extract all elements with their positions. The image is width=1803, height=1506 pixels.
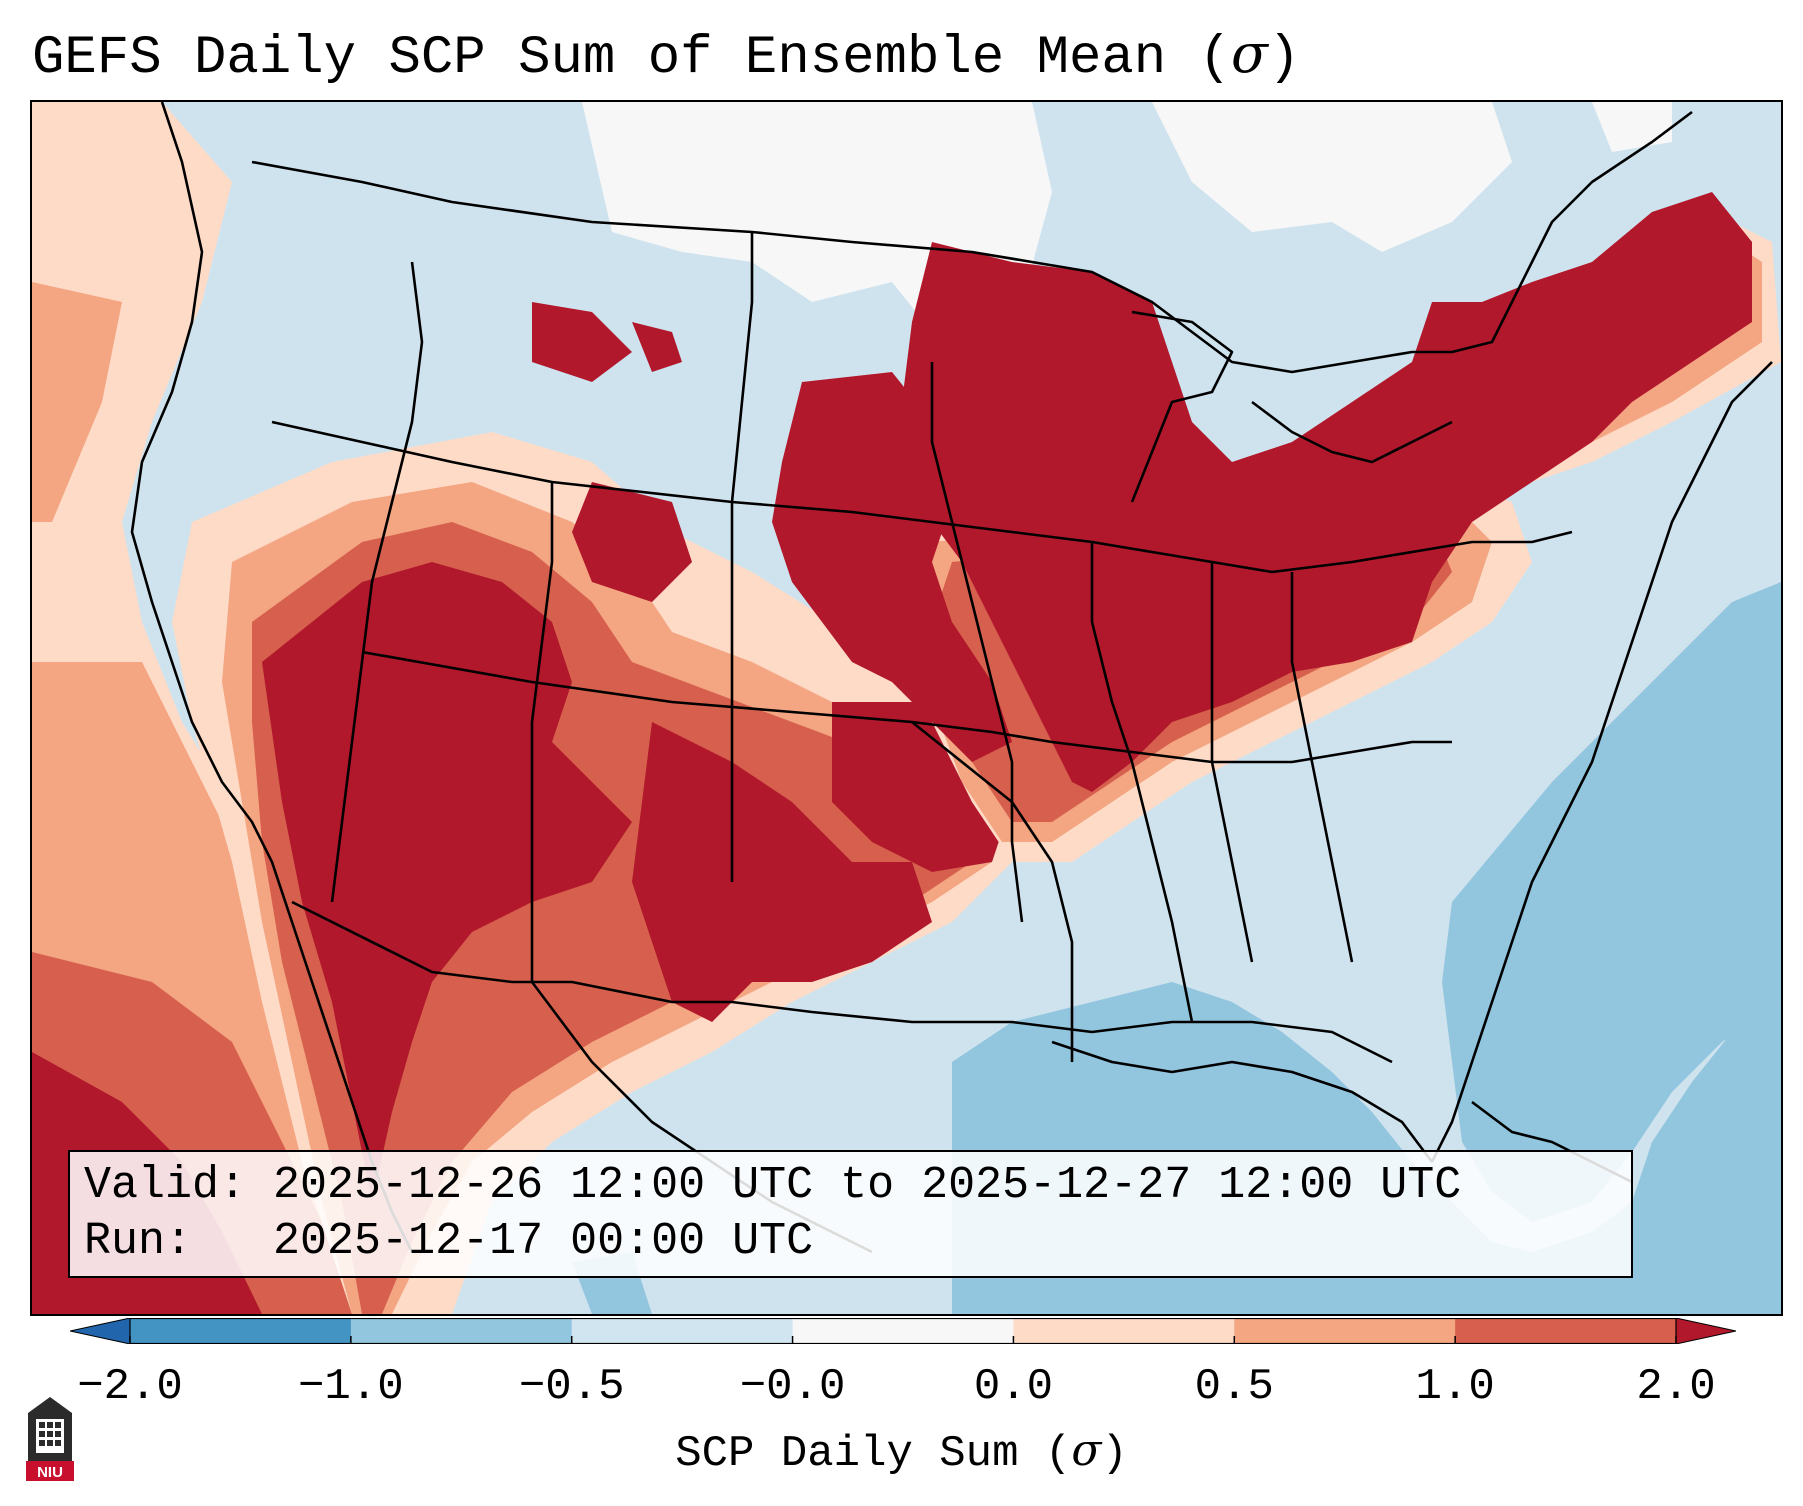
colorbar-tick-label: −0.0 xyxy=(739,1362,846,1412)
colorbar-bin xyxy=(1013,1318,1235,1344)
west-state-line-2 xyxy=(530,482,554,982)
plains-line-1 xyxy=(730,232,754,882)
plains-line-2 xyxy=(930,362,1024,923)
ms-river xyxy=(1090,542,1194,1023)
map-panel xyxy=(30,100,1783,1316)
niu-logo: NIU xyxy=(26,1397,74,1481)
texas-east xyxy=(911,720,1074,1062)
southern-tier xyxy=(291,900,1393,1064)
canada-border-west xyxy=(251,160,1033,264)
colorbar-tick-label: 0.0 xyxy=(973,1362,1054,1412)
valid-run-info-box: Valid: 2025-12-26 12:00 UTC to 2025-12-2… xyxy=(68,1150,1633,1278)
east-field xyxy=(772,192,1781,862)
northern-tier xyxy=(271,420,1273,574)
colorbar-tick-label: −2.0 xyxy=(77,1362,183,1412)
atlantic-coast xyxy=(1430,361,1773,1163)
colorbar-label: SCP Daily Sum (σ) xyxy=(675,1425,1128,1479)
west-state-line-1 xyxy=(330,261,424,903)
colorbar-bin xyxy=(1234,1318,1456,1344)
valid-line: Valid: 2025-12-26 12:00 UTC to 2025-12-2… xyxy=(84,1160,1462,1211)
colorbar-bin xyxy=(130,1318,352,1344)
svg-text:NIU: NIU xyxy=(37,1464,63,1481)
great-lakes-2 xyxy=(1251,400,1453,464)
chart-title: GEFS Daily SCP Sum of Ensemble Mean (σ) xyxy=(32,22,1301,89)
colorbar-tick-label: −0.5 xyxy=(518,1362,625,1412)
colorbar-over-arrow xyxy=(1675,1318,1736,1344)
pacific-coast xyxy=(130,102,414,1253)
scp-map xyxy=(32,102,1781,1314)
borders xyxy=(130,102,1773,1254)
mid-atlantic-line xyxy=(1271,530,1573,574)
colorbar-tick-label: 2.0 xyxy=(1636,1362,1716,1412)
colorbar-bin xyxy=(1455,1318,1677,1344)
colorbar-bin xyxy=(350,1318,573,1344)
gulf-coast xyxy=(1051,1040,1434,1163)
colorbar-tick-label: 1.0 xyxy=(1415,1362,1495,1412)
east-line-1 xyxy=(1210,562,1254,963)
colorbar-bin xyxy=(792,1318,1014,1344)
colorbar-tick-label: 0.5 xyxy=(1194,1362,1274,1412)
colorbar-under-arrow xyxy=(70,1318,131,1344)
colorbar-frame xyxy=(129,1318,1677,1344)
central-tier xyxy=(361,650,1452,764)
colorbar-bin xyxy=(571,1318,794,1344)
colorbar xyxy=(70,1318,1736,1344)
canada-border-east xyxy=(1031,110,1693,374)
run-line: Run: 2025-12-17 00:00 UTC xyxy=(84,1216,814,1267)
east-line-2 xyxy=(1290,572,1354,963)
great-lakes-1 xyxy=(1130,310,1234,503)
colorbar-tick-label: −1.0 xyxy=(298,1362,404,1412)
